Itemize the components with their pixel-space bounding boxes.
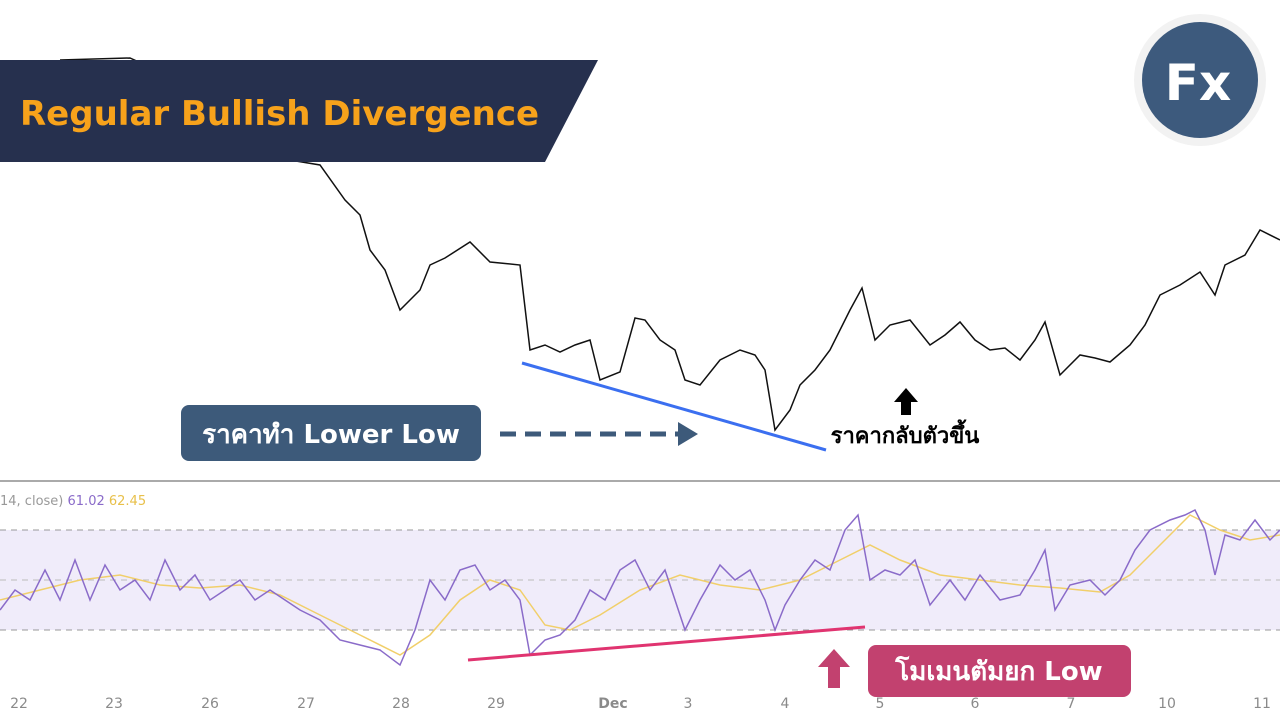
x-tick-label: 3 — [684, 696, 693, 712]
x-tick-label: 6 — [971, 696, 980, 712]
up-arrow — [818, 649, 850, 688]
x-tick-label: 5 — [876, 696, 885, 712]
x-axis: 22 23 26 27 28 29 Dec 3 4 5 6 7 10 11 — [10, 696, 1271, 712]
indicator-params: 14, close) — [0, 494, 63, 509]
callout-box — [181, 405, 481, 461]
price-trendline — [521, 361, 827, 452]
x-tick-label: 26 — [201, 696, 219, 712]
reversal-text: ราคากลับตัวขึ้น — [831, 419, 980, 449]
x-tick-label: 29 — [487, 696, 505, 712]
x-tick-label: 11 — [1253, 696, 1271, 712]
x-tick-label: 7 — [1067, 696, 1076, 712]
price-line — [59, 57, 1280, 432]
rsi-trendline — [467, 625, 866, 662]
rsi-line — [0, 508, 1280, 667]
title: Regular Bullish Divergence — [20, 94, 539, 134]
indicator-label: 14, close) 61.02 62.45 — [0, 494, 146, 509]
logo-text: Fx — [1165, 54, 1231, 112]
callout-text: โมเมนตัมยก Low — [894, 655, 1102, 687]
x-tick-label: 4 — [781, 696, 790, 712]
arrow-head — [678, 422, 698, 446]
x-tick-label: 28 — [392, 696, 410, 712]
indicator-value: 62.45 — [109, 494, 146, 509]
x-tick-label: 27 — [297, 696, 315, 712]
rsi-ma-line — [0, 514, 1280, 656]
callout-text: ราคาทำ Lower Low — [202, 420, 460, 450]
up-arrow — [894, 388, 918, 415]
logo-circle — [1142, 22, 1258, 138]
indicator-value: 61.02 — [68, 494, 105, 509]
x-tick-label: 23 — [105, 696, 123, 712]
x-tick-label: 10 — [1158, 696, 1176, 712]
title-banner — [0, 60, 598, 162]
x-tick-label: 22 — [10, 696, 28, 712]
callout-box — [868, 645, 1131, 697]
x-tick-label: Dec — [598, 696, 627, 712]
